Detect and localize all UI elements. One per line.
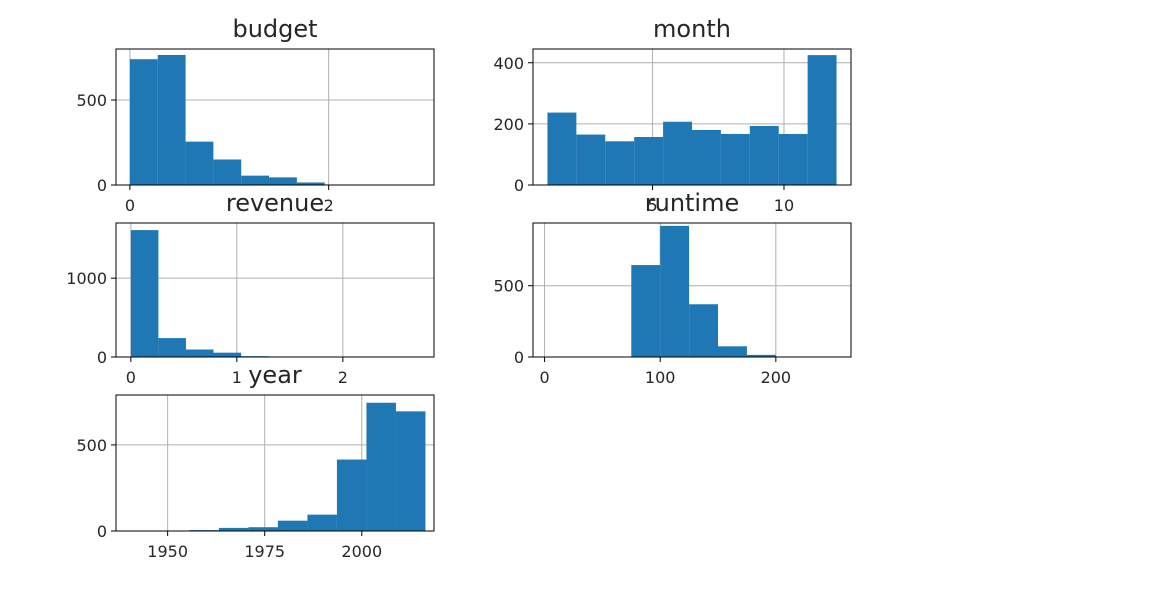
y-tick-label: 1000 <box>66 269 107 288</box>
histogram-bar <box>631 265 660 357</box>
histogram-bar <box>547 113 576 185</box>
histogram-bar <box>186 350 214 357</box>
histogram-bar <box>660 226 689 357</box>
y-tick-label: 500 <box>76 436 107 455</box>
histogram-bar <box>131 230 159 357</box>
axes-frame <box>116 223 434 357</box>
histogram-bar <box>241 176 269 185</box>
y-tick-label: 0 <box>97 522 107 541</box>
x-tick-label: 200 <box>761 368 792 387</box>
histogram-bar <box>721 134 750 185</box>
histogram-bar <box>337 460 367 531</box>
histogram-bar <box>750 126 779 185</box>
histogram-bar <box>779 134 808 185</box>
subplot-title: runtime <box>645 189 740 217</box>
subplot-budget: 0 2 0 500 budget <box>76 15 434 215</box>
x-tick-label: 1975 <box>244 542 285 561</box>
subplot-title: year <box>248 361 302 389</box>
y-tick-label: 0 <box>97 348 107 367</box>
subplot-title: budget <box>232 15 317 43</box>
histogram-bar <box>186 142 214 185</box>
subplot-title: revenue <box>226 189 324 217</box>
histogram-bar <box>718 346 747 357</box>
x-tick-label: 0 <box>126 368 136 387</box>
histogram-bar <box>366 403 396 531</box>
x-tick-label: 0 <box>539 368 549 387</box>
histogram-bar <box>130 59 158 185</box>
subplot-title: month <box>653 15 731 43</box>
histogram-bar <box>663 122 692 185</box>
histogram-bar <box>248 527 278 531</box>
histogram-bar <box>396 411 426 531</box>
subplot-revenue: 0 1 2 0 1000 revenue <box>66 189 434 387</box>
x-tick-label: 2 <box>324 196 334 215</box>
histogram-bar <box>213 160 241 186</box>
x-tick-label: 10 <box>774 196 794 215</box>
histogram-bar <box>158 55 186 185</box>
x-tick-label: 100 <box>645 368 676 387</box>
subplot-year: 1950 1975 2000 0 500 year <box>76 361 434 561</box>
y-tick-label: 400 <box>493 54 524 73</box>
x-tick-label: 1 <box>232 368 242 387</box>
histogram-bar <box>576 135 605 185</box>
histogram-bar <box>605 141 634 185</box>
histogram-bar <box>808 55 837 185</box>
histogram-bar <box>692 130 721 185</box>
histogram-bar <box>307 515 337 531</box>
y-tick-label: 500 <box>76 91 107 110</box>
x-tick-label: 0 <box>125 196 135 215</box>
x-tick-label: 1950 <box>147 542 188 561</box>
y-tick-label: 500 <box>493 277 524 296</box>
y-tick-label: 200 <box>493 115 524 134</box>
histogram-bar <box>689 304 718 357</box>
y-tick-label: 0 <box>514 348 524 367</box>
subplot-runtime: 0 100 200 0 500 runtime <box>493 189 851 387</box>
histogram-bar <box>278 521 308 531</box>
x-tick-label: 2000 <box>341 542 382 561</box>
y-tick-label: 0 <box>514 176 524 195</box>
x-tick-label: 2 <box>338 368 348 387</box>
histogram-bar <box>634 137 663 185</box>
histogram-bar <box>269 177 297 185</box>
histogram-bar <box>214 353 242 357</box>
y-tick-label: 0 <box>97 176 107 195</box>
histogram-bar <box>158 338 186 357</box>
